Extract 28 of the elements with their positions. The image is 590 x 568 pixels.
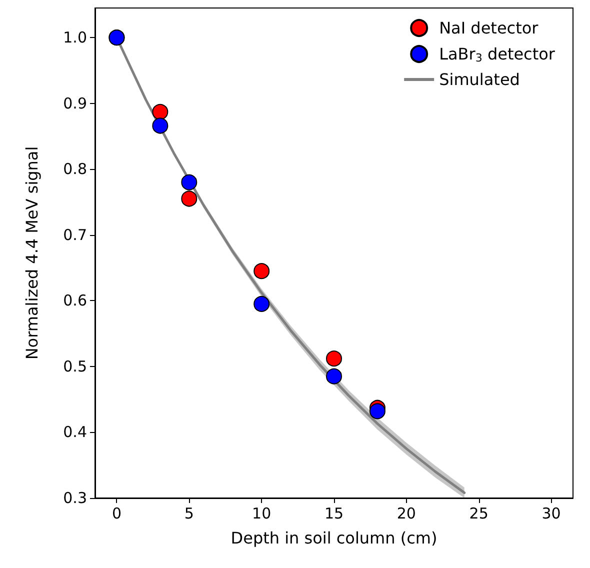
x-tick-label: 25: [469, 504, 488, 522]
x-tick-label: 0: [112, 504, 122, 522]
y-tick-label: 0.6: [63, 292, 87, 310]
point: [254, 296, 270, 312]
point: [326, 368, 342, 384]
point: [181, 190, 198, 207]
point: [152, 118, 168, 134]
x-tick-label: 20: [396, 504, 416, 522]
y-tick-label: 0.3: [63, 489, 87, 507]
x-tick-label: 5: [184, 504, 194, 522]
y-tick-label: 0.4: [63, 423, 87, 442]
x-tick-label: 30: [542, 504, 561, 522]
y-tick-label: 0.8: [63, 160, 87, 178]
point: [369, 403, 386, 420]
y-tick-label: 0.7: [63, 226, 87, 244]
y-tick-label: 0.5: [63, 357, 87, 376]
y-tick-label: 0.9: [63, 94, 87, 112]
point: [326, 350, 342, 367]
x-tick-label: 10: [252, 504, 272, 522]
legend-label: Simulated: [439, 70, 520, 89]
point: [181, 174, 198, 190]
point: [152, 104, 168, 120]
x-tick-label: 15: [324, 504, 344, 522]
x-axis-title: Depth in soil column (cm): [230, 528, 438, 548]
y-axis-title: Normalized 4.4 MeV signal: [22, 146, 42, 360]
y-tick-label: 1.0: [63, 28, 87, 47]
legend-label: NaI detector: [439, 18, 539, 38]
point: [254, 263, 270, 280]
